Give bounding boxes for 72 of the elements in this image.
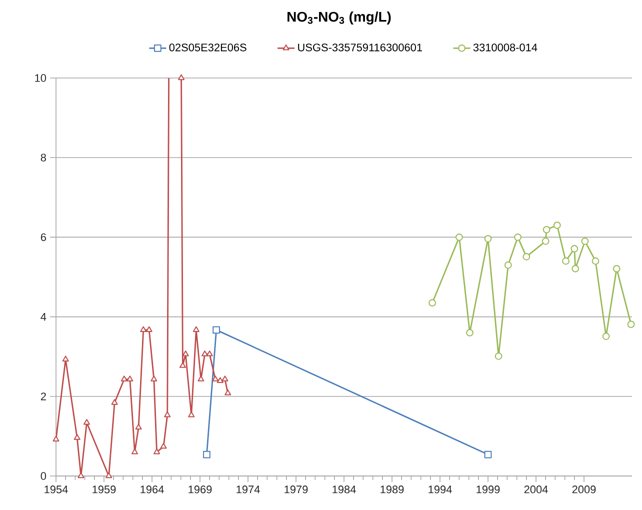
y-tick-label: 8 bbox=[40, 154, 46, 162]
point bbox=[494, 352, 502, 360]
point bbox=[570, 245, 578, 252]
point bbox=[192, 326, 200, 332]
point bbox=[222, 376, 228, 382]
point bbox=[216, 377, 224, 383]
point bbox=[542, 237, 550, 245]
point bbox=[131, 448, 138, 454]
x-tick-label: 1999 bbox=[476, 486, 500, 494]
point bbox=[428, 299, 436, 307]
point bbox=[627, 320, 635, 328]
point bbox=[572, 264, 580, 272]
point bbox=[198, 376, 204, 382]
point bbox=[188, 411, 195, 418]
point bbox=[135, 424, 142, 430]
point bbox=[592, 257, 600, 265]
point bbox=[83, 418, 90, 425]
point bbox=[126, 376, 134, 382]
point bbox=[562, 257, 570, 265]
y-tick-label: 2 bbox=[40, 392, 46, 400]
point bbox=[484, 235, 492, 242]
x-tick-label: 1964 bbox=[140, 486, 164, 494]
point bbox=[62, 356, 69, 362]
point bbox=[203, 450, 210, 458]
x-tick-label: 1954 bbox=[44, 486, 68, 494]
point bbox=[178, 74, 185, 80]
point bbox=[581, 237, 589, 245]
point bbox=[140, 326, 147, 332]
point bbox=[212, 376, 219, 382]
point bbox=[456, 234, 463, 241]
legend-label: 02S05E32E06S bbox=[169, 44, 246, 52]
point bbox=[224, 390, 232, 396]
x-tick-label: 1989 bbox=[380, 486, 404, 494]
x-tick-label: 1984 bbox=[332, 486, 356, 494]
point bbox=[154, 448, 160, 454]
chart-title: NO$_{3}$-NO$_{3}$ (mg/L) bbox=[288, 11, 391, 25]
point bbox=[111, 399, 118, 405]
y-tick-label: 10 bbox=[35, 74, 46, 82]
point bbox=[612, 264, 620, 272]
y-tick-label: 4 bbox=[40, 313, 46, 321]
point bbox=[504, 261, 512, 269]
point bbox=[466, 329, 474, 336]
point bbox=[120, 376, 128, 382]
point bbox=[150, 376, 158, 382]
point bbox=[182, 350, 189, 356]
y-tick-label: 6 bbox=[40, 233, 46, 242]
point bbox=[179, 362, 186, 368]
point bbox=[202, 350, 208, 356]
point bbox=[522, 253, 530, 260]
point bbox=[553, 222, 561, 229]
x-tick-label: 1969 bbox=[188, 486, 212, 494]
point bbox=[514, 234, 522, 241]
point bbox=[206, 350, 213, 356]
x-tick-label: 2004 bbox=[524, 486, 548, 494]
point bbox=[484, 450, 492, 458]
point bbox=[74, 434, 80, 440]
x-tick-label: 1974 bbox=[236, 486, 260, 494]
legend-label: USGS-335759116300601 bbox=[298, 44, 422, 52]
point bbox=[164, 411, 171, 418]
x-tick-label: 2009 bbox=[572, 486, 596, 494]
point bbox=[212, 326, 220, 334]
point bbox=[106, 472, 112, 478]
x-tick-label: 1979 bbox=[284, 486, 308, 494]
legend-label: 3310008-014 bbox=[473, 44, 538, 52]
x-tick-label: 1959 bbox=[92, 486, 116, 494]
point bbox=[160, 442, 167, 449]
point bbox=[78, 472, 84, 478]
point bbox=[602, 332, 610, 340]
point bbox=[146, 326, 152, 332]
x-tick-label: 1994 bbox=[428, 486, 452, 494]
y-tick-label: 0 bbox=[40, 472, 46, 480]
point bbox=[542, 226, 550, 234]
